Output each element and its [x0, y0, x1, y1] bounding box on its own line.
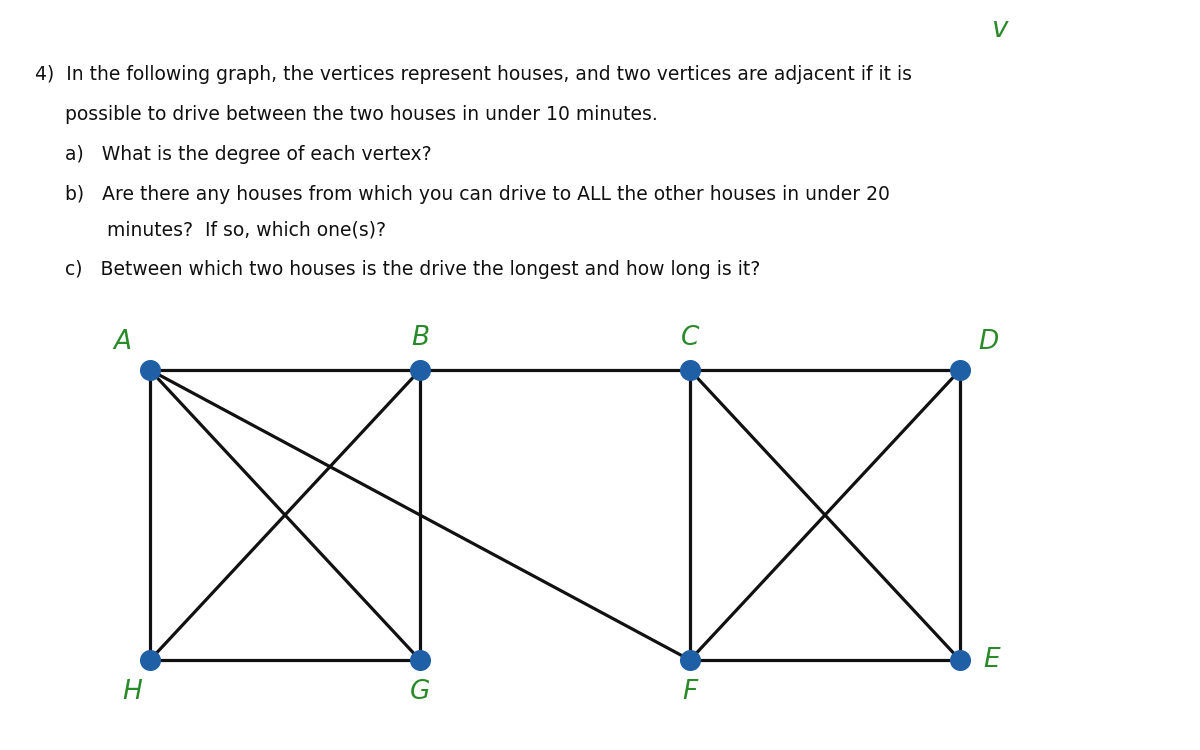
- Point: [680, 654, 700, 666]
- Text: H: H: [122, 679, 142, 705]
- Text: v: v: [992, 15, 1008, 43]
- Point: [140, 654, 160, 666]
- Text: a)   What is the degree of each vertex?: a) What is the degree of each vertex?: [35, 145, 432, 164]
- Text: B: B: [410, 325, 430, 351]
- Text: b)   Are there any houses from which you can drive to ALL the other houses in un: b) Are there any houses from which you c…: [35, 185, 890, 204]
- Text: possible to drive between the two houses in under 10 minutes.: possible to drive between the two houses…: [35, 105, 658, 124]
- Text: minutes?  If so, which one(s)?: minutes? If so, which one(s)?: [35, 220, 386, 239]
- Point: [410, 364, 430, 376]
- Point: [410, 654, 430, 666]
- Text: G: G: [409, 679, 431, 705]
- Point: [950, 364, 970, 376]
- Text: D: D: [978, 329, 998, 355]
- Text: F: F: [683, 679, 697, 705]
- Text: 4)  In the following graph, the vertices represent houses, and two vertices are : 4) In the following graph, the vertices …: [35, 65, 912, 84]
- Text: c)   Between which two houses is the drive the longest and how long is it?: c) Between which two houses is the drive…: [35, 260, 761, 279]
- Point: [680, 364, 700, 376]
- Text: E: E: [984, 647, 1001, 673]
- Point: [950, 654, 970, 666]
- Text: C: C: [680, 325, 700, 351]
- Point: [140, 364, 160, 376]
- Text: A: A: [113, 329, 131, 355]
